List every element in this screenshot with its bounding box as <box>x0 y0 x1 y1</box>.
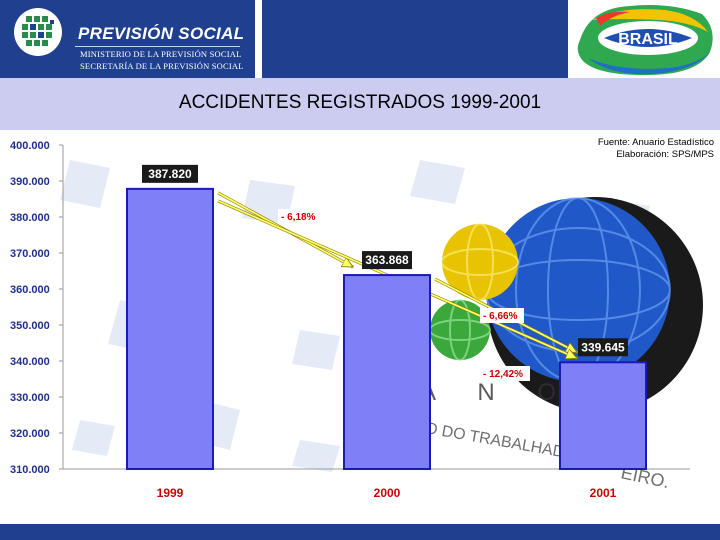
y-tick-label: 310.000 <box>10 464 50 476</box>
change-label-bg <box>480 366 530 381</box>
title-band <box>0 78 720 130</box>
value-label: 363.868 <box>365 253 409 267</box>
value-label-bg <box>362 251 412 270</box>
source-line: Fuente: Anuario Estadístico <box>597 137 714 148</box>
category-label: 2001 <box>590 486 617 500</box>
value-label-bg <box>142 164 198 183</box>
change-label: - 6,66% <box>483 311 518 322</box>
y-tick-label: 370.000 <box>10 248 50 260</box>
ministry-line-2: SECRETARÍA DE LA PREVISIÓN SOCIAL <box>80 61 244 71</box>
y-tick-label: 340.000 <box>10 356 50 368</box>
change-label: - 12,42% <box>483 369 523 380</box>
previsión-social-banner: PREVISIÓN SOCIAL MINISTERIO DE LA PREVIS… <box>0 0 255 78</box>
y-tick-label: 400.000 <box>10 140 50 152</box>
y-tick-label: 380.000 <box>10 212 50 224</box>
category-label: 2000 <box>374 486 401 500</box>
y-tick-label: 330.000 <box>10 392 50 404</box>
category-label: 1999 <box>157 486 184 500</box>
bars <box>126 187 647 471</box>
change-label-bg <box>480 308 524 323</box>
chart-title: ACCIDENTES REGISTRADOS 1999-2001 <box>178 92 542 113</box>
header-divider <box>75 46 240 47</box>
bar-1999 <box>126 187 214 471</box>
footer-bar <box>0 524 720 540</box>
y-tick-label: 390.000 <box>10 176 50 188</box>
bar-2001 <box>559 361 647 471</box>
header-center-band <box>262 0 568 78</box>
value-label: 339.645 <box>581 340 625 354</box>
source-note: Fuente: Anuario Estadístico Elaboración:… <box>598 137 714 161</box>
header: PREVISIÓN SOCIAL MINISTERIO DE LA PREVIS… <box>0 0 720 78</box>
brasil-logo: BRASIL <box>570 0 720 78</box>
org-title: PREVISIÓN SOCIAL <box>78 24 245 43</box>
y-tick-label: 320.000 <box>10 428 50 440</box>
change-label-bg <box>278 209 324 224</box>
labels: 387.820 1999 363.868 2000 339.645 2001 - 6,18%… <box>142 164 628 500</box>
value-label-bg <box>578 338 628 357</box>
brasil-logo-text: BRASIL <box>618 31 678 48</box>
y-tick-label: 360.000 <box>10 284 50 296</box>
value-label: 387.820 <box>148 167 192 181</box>
y-tick-label: 350.000 <box>10 320 50 332</box>
elaboration-line: Elaboración: SPS/MPS <box>616 149 714 160</box>
svg-text:A N O: A N O <box>420 379 574 406</box>
previsión-social-logo-icon <box>14 8 62 56</box>
change-label: - 6,18% <box>281 212 316 223</box>
bar-2000 <box>343 274 431 470</box>
brasil-logo-icon: BRASIL <box>577 5 713 76</box>
ministry-line-1: MINISTERIO DE LA PREVISIÓN SOCIAL <box>80 49 242 59</box>
